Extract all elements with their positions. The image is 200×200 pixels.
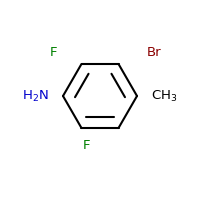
Text: F: F bbox=[83, 139, 91, 152]
Text: H$_2$N: H$_2$N bbox=[22, 88, 49, 104]
Text: Br: Br bbox=[147, 46, 162, 60]
Text: F: F bbox=[49, 46, 57, 60]
Text: CH$_3$: CH$_3$ bbox=[151, 88, 177, 104]
